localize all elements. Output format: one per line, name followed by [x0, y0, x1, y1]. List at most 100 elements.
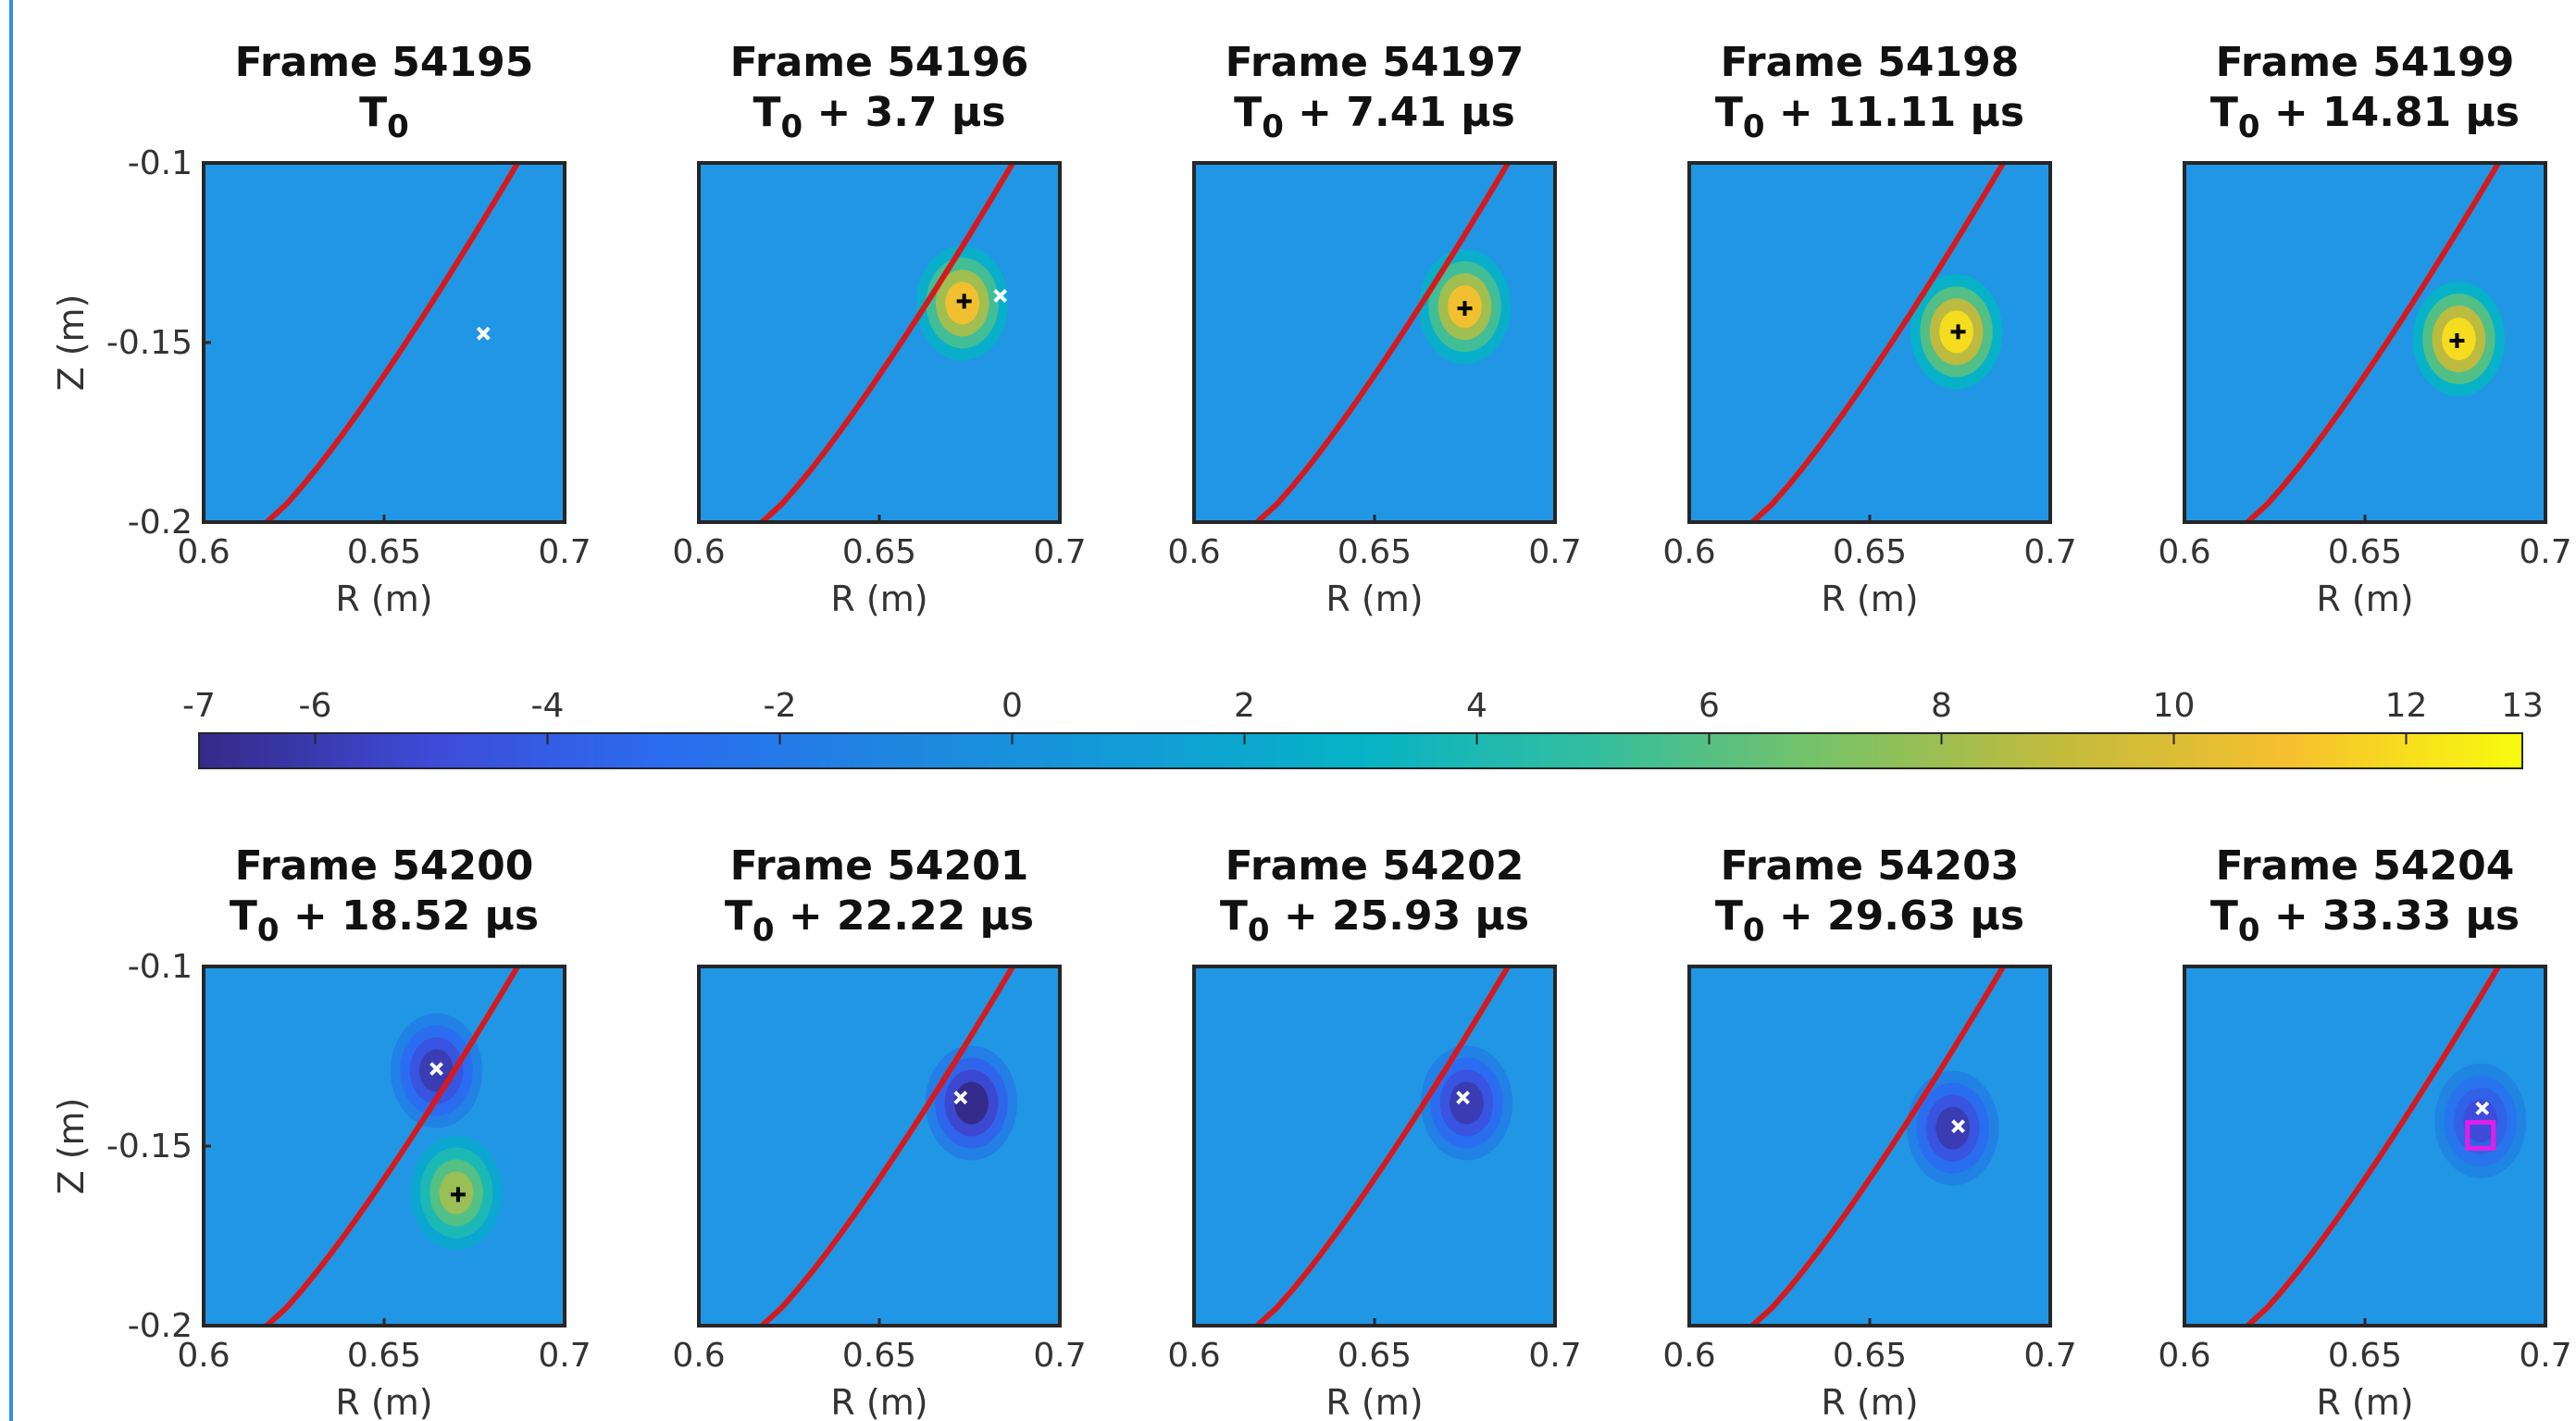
x-axis-label: R (m) [335, 579, 432, 619]
white-x-marker [476, 326, 491, 341]
panel-title-frame: Frame 54201 [730, 842, 1029, 890]
panel-title-frame: Frame 54200 [235, 842, 534, 890]
panel-title-frame: Frame 54199 [2216, 39, 2515, 86]
highlight-box [2465, 1119, 2496, 1151]
separatrix-line [1750, 163, 2006, 522]
x-tick-label: 0.65 [1338, 1337, 1412, 1375]
panel-title-frame: Frame 54203 [1721, 842, 2020, 890]
white-x-marker [1951, 1119, 1965, 1134]
separatrix-line [2246, 163, 2501, 522]
white-x-marker [2475, 1101, 2490, 1116]
x-tick-label: 0.6 [672, 533, 725, 571]
panel-title-time: T0 + 22.22 μs [725, 892, 1034, 949]
x-axis-label: R (m) [335, 1382, 432, 1421]
heatmap-background [699, 966, 1060, 1326]
heatmap-background [1194, 966, 1555, 1326]
panel-title-time: T0 + 29.63 μs [1715, 892, 2024, 949]
white-x-marker [953, 1091, 968, 1105]
x-tick-label: 0.65 [2328, 1337, 2402, 1375]
panel-title-frame: Frame 54204 [2216, 842, 2515, 890]
separatrix-line [760, 966, 1015, 1326]
white-x-marker [1456, 1091, 1470, 1105]
x-tick-label: 0.7 [1033, 533, 1086, 571]
x-axis-label: R (m) [830, 1382, 927, 1421]
panel-title-time: T0 + 25.93 μs [1220, 892, 1529, 949]
x-tick-label: 0.6 [1167, 533, 1220, 571]
blob-1-level-4 [954, 1081, 989, 1125]
colorbar-tick-label: -4 [531, 687, 565, 725]
x-axis-label: R (m) [1821, 1382, 1918, 1421]
separatrix-line [2246, 966, 2501, 1326]
x-axis-label: R (m) [830, 579, 927, 619]
heatmap-background [699, 163, 1060, 522]
x-tick-label: 0.65 [1833, 1337, 1907, 1375]
x-tick-label: 0.6 [2158, 533, 2210, 571]
colorbar-tick-label: -6 [299, 687, 332, 725]
x-tick-label: 0.7 [1528, 1337, 1581, 1375]
blob-1-level-4 [1935, 1106, 1971, 1150]
left-window-border [9, 0, 13, 1421]
y-axis-label: Z (m) [51, 1098, 92, 1195]
y-tick-label: -0.1 [128, 144, 193, 182]
separatrix-line [265, 163, 520, 522]
x-tick-label: 0.7 [538, 533, 591, 571]
separatrix-line [1255, 966, 1511, 1326]
colorbar-gradient [198, 732, 2523, 769]
separatrix-line [1750, 966, 2006, 1326]
colorbar-tick-label: 12 [2385, 687, 2428, 725]
panel-title-frame: Frame 54195 [235, 39, 534, 86]
colorbar-tick-label: 4 [1466, 687, 1487, 725]
x-tick-label: 0.7 [538, 1337, 591, 1375]
x-axis-label: R (m) [1325, 1382, 1423, 1421]
x-tick-label: 0.6 [1662, 1337, 1715, 1375]
x-tick-label: 0.6 [177, 1337, 230, 1375]
black-plus-marker [1950, 324, 1966, 340]
heatmap-background [204, 966, 565, 1326]
x-tick-label: 0.7 [1528, 533, 1581, 571]
panel-title-time: T0 [359, 89, 409, 145]
y-tick-label: -0.1 [128, 948, 193, 986]
x-tick-label: 0.65 [2328, 533, 2402, 571]
x-tick-label: 0.7 [2519, 533, 2571, 571]
colorbar-tick-label: 10 [2153, 687, 2196, 725]
panel-title-time: T0 + 18.52 μs [230, 892, 539, 949]
y-tick-label: -0.2 [128, 504, 193, 542]
colorbar-tick-label: 6 [1699, 687, 1720, 725]
panel-title-time: T0 + 11.11 μs [1715, 89, 2024, 145]
panel-title-frame: Frame 54202 [1226, 842, 1524, 890]
x-axis-label: R (m) [1325, 579, 1423, 619]
colorbar-tick-label: 8 [1931, 687, 1952, 725]
x-tick-label: 0.7 [2023, 1337, 2076, 1375]
colorbar: -7 -6 -4 -2 0 2 4 6 8 10 12 13 [182, 687, 2544, 769]
y-tick-label: -0.15 [106, 324, 193, 362]
black-plus-marker [1457, 301, 1473, 317]
x-tick-label: 0.7 [2519, 1337, 2571, 1375]
black-plus-marker [956, 293, 972, 309]
y-axis-label: Z (m) [51, 294, 92, 392]
blob-group [1907, 1070, 1999, 1186]
x-tick-label: 0.6 [2158, 1337, 2210, 1375]
panel-title-frame: Frame 54197 [1226, 39, 1524, 86]
white-x-marker [993, 289, 1008, 303]
x-tick-label: 0.7 [2023, 533, 2076, 571]
panel-title-frame: Frame 54198 [1721, 39, 2020, 86]
black-plus-marker [450, 1187, 466, 1203]
x-tick-label: 0.65 [1338, 533, 1412, 571]
x-tick-label: 0.65 [842, 1337, 916, 1375]
colorbar-tick-label: 0 [1002, 687, 1023, 725]
colorbar-tick-label: 2 [1234, 687, 1255, 725]
white-x-marker [429, 1062, 443, 1076]
colorbar-tick-label: -7 [182, 687, 216, 725]
heatmap-background [204, 163, 565, 522]
x-tick-label: 0.65 [842, 533, 916, 571]
colorbar-tick-label: 13 [2501, 687, 2544, 725]
